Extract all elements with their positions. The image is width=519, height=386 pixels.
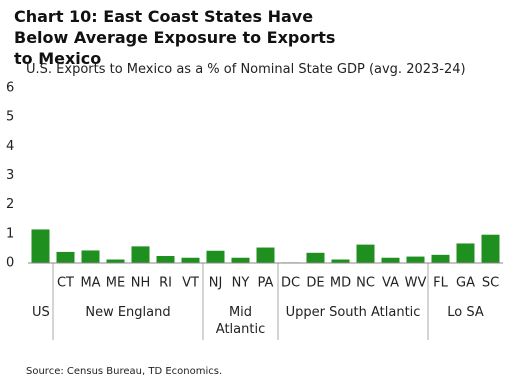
y-tick-label: 5 [6,110,14,125]
x-tick-label: SC [482,276,499,291]
bar [356,244,375,263]
bar [306,252,325,263]
y-tick-label: 4 [6,139,14,154]
x-tick-label: NY [232,276,250,291]
x-tick-label: CT [57,276,74,291]
y-tick-label: 3 [6,168,14,183]
chart-subtitle: U.S. Exports to Mexico as a % of Nominal… [26,62,466,77]
bar [381,257,400,263]
x-tick-label: FL [433,276,448,291]
x-tick-label: MD [330,276,351,291]
bar [81,250,100,263]
x-tick-label: VA [382,276,399,291]
bar [156,256,175,263]
x-tick-label: NC [356,276,375,291]
bar [181,257,200,263]
group-label: Upper South Atlantic [285,305,421,320]
group-label: New England [85,305,171,320]
bar [256,247,275,263]
chart-title: Chart 10: East Coast States Have Below A… [14,7,336,68]
y-tick-label: 2 [6,197,14,212]
x-tick-label: DC [281,276,300,291]
bar [231,257,250,263]
group-label: US [32,305,50,320]
source-note: Source: Census Bureau, TD Economics. [26,366,223,377]
bar [406,256,425,263]
x-tick-label: DE [306,276,324,291]
bar [456,243,475,263]
bar [431,254,450,263]
bar [106,259,125,263]
y-tick-label: 1 [6,226,14,241]
y-tick-label: 6 [6,81,14,96]
y-tick-label: 0 [6,256,14,271]
group-label: Lo SA [447,305,484,320]
group-label: Mid Atlantic [215,305,266,337]
bar [56,251,75,263]
bar [131,246,150,263]
x-tick-label: VT [182,276,199,291]
x-tick-label: GA [456,276,475,291]
x-tick-label: ME [106,276,125,291]
bar [206,250,225,263]
x-tick-label: RI [159,276,172,291]
bar [481,234,500,263]
x-tick-label: MA [80,276,100,291]
x-tick-label: NH [131,276,151,291]
x-tick-label: PA [258,276,274,291]
x-tick-label: WV [405,276,427,291]
x-tick-label: NJ [209,276,223,291]
bar [331,259,350,263]
bar [31,229,50,263]
